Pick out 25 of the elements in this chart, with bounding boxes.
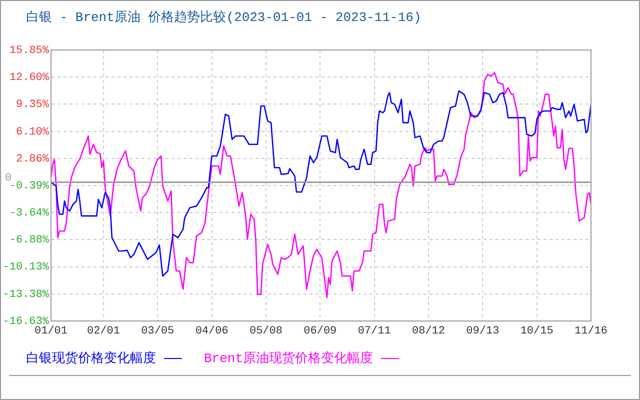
x-tick-label: 06/09 xyxy=(304,326,337,338)
x-tick-label: 04/06 xyxy=(195,326,228,338)
y-tick-label: -0.39% xyxy=(9,180,50,192)
x-tick-label: 02/01 xyxy=(86,326,120,338)
legend-label: Brent原油现货价格变化幅度 xyxy=(204,351,374,366)
y-tick-label: -13.38% xyxy=(2,288,50,301)
x-tick-label: 08/12 xyxy=(412,326,445,338)
y-tick-label: -6.88% xyxy=(9,234,50,247)
y-tick-label: 9.35% xyxy=(16,99,50,112)
x-tick-label: 01/01 xyxy=(34,326,68,338)
x-tick-label: 05/08 xyxy=(249,326,282,338)
y-tick-label: 12.60% xyxy=(9,72,50,84)
x-tick-label: 10/15 xyxy=(520,326,554,338)
y-tick-label: 15.85% xyxy=(9,44,50,57)
y-tick-label: 6.10% xyxy=(16,126,50,138)
chart-title: 白银 - Brent原油 价格趋势比较(2023-01-01 - 2023-11-16) xyxy=(26,9,422,26)
x-tick-label: 07/11 xyxy=(358,326,392,338)
legend-label: 白银现货价格变化幅度 xyxy=(26,351,156,366)
x-tick-label: 11/16 xyxy=(574,326,608,338)
y-tick-label: -3.64% xyxy=(9,208,50,220)
x-tick-label: 09/13 xyxy=(466,326,500,338)
ref-line-label: 0 xyxy=(5,172,12,185)
y-tick-label: 2.86% xyxy=(16,153,50,166)
y-tick-label: -10.13% xyxy=(2,262,50,274)
x-tick-label: 03/05 xyxy=(141,326,174,338)
